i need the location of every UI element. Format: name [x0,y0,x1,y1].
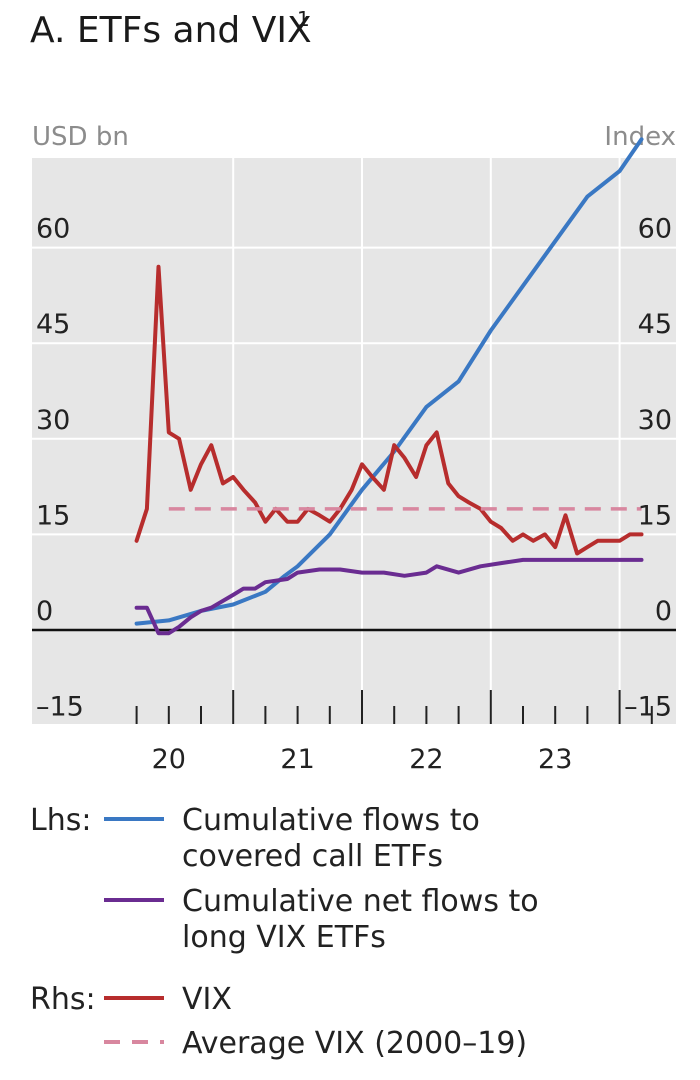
series-line-vix [134,264,644,556]
series-lines [134,137,644,636]
lhs-unit-label: USD bn [32,122,129,152]
rhs-unit-label: Index [604,122,676,152]
legend-label-average-vix: Average VIX (2000–19) [182,1026,527,1061]
x-tick-label: 20 [152,744,186,775]
chart-title-footnote: 1 [297,7,310,31]
x-tick-label: 21 [280,744,314,775]
y-tick-label-left: 45 [36,309,70,340]
legend-label-covered-call-line2: covered call ETFs [182,839,443,874]
x-tick-label: 22 [409,744,443,775]
legend-label-vix: VIX [182,982,232,1017]
y-tick-label-left: 30 [36,405,70,436]
legend-label-long-vix-line2: long VIX ETFs [182,920,386,955]
y-axis-right: 60 45 30 15 0 –15 [624,214,672,723]
chart-title: A. ETFs and VIX [30,10,312,51]
plot-area [32,158,676,724]
y-tick-label-right: 30 [638,405,672,436]
x-tick-label: 23 [538,744,572,775]
legend: Lhs: Cumulative flows to covered call ET… [30,803,539,1061]
y-tick-label-left: 0 [36,596,53,627]
y-tick-label-right: 0 [655,596,672,627]
y-axis-left: 60 45 30 15 0 –15 [36,214,84,723]
y-tick-label-left: –15 [36,692,84,723]
legend-lhs-label: Lhs: [30,803,91,838]
y-tick-label-left: 15 [36,500,70,531]
x-axis-ticks [135,690,653,724]
y-tick-label-right: 60 [638,214,672,245]
x-axis-labels: 20 21 22 23 [152,744,573,775]
legend-label-covered-call: Cumulative flows to [182,803,480,838]
y-tick-label-right: –15 [624,692,672,723]
y-tick-label-left: 60 [36,214,70,245]
y-tick-label-right: 15 [638,500,672,531]
legend-label-long-vix: Cumulative net flows to [182,884,539,919]
legend-rhs-label: Rhs: [30,982,96,1017]
series-line-cumulative-flows-to-covered-call-etfs [134,137,644,626]
series-line-cumulative-net-flows-to-long-vix-etfs [134,557,644,636]
y-tick-label-right: 45 [638,309,672,340]
